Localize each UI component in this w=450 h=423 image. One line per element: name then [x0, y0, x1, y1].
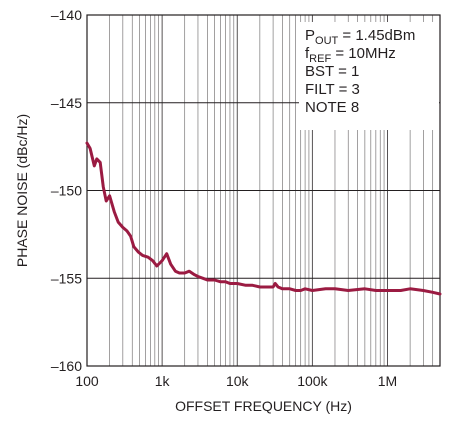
- annotation-line: BST = 1: [305, 63, 359, 80]
- x-tick-label: 10k: [226, 373, 250, 389]
- x-tick-label: 100k: [297, 373, 328, 389]
- y-tick-label: –150: [51, 183, 82, 199]
- y-tick-label: –155: [51, 270, 82, 286]
- y-axis-title: PHASE NOISE (dBc/Hz): [14, 114, 30, 267]
- x-tick-label: 1k: [155, 373, 171, 389]
- x-axis-title: OFFSET FREQUENCY (Hz): [175, 398, 352, 414]
- annotation-line: NOTE 8: [305, 99, 359, 116]
- series-layer: [85, 141, 442, 296]
- x-tick-labels: 100 1k 10k 100k 1M: [75, 373, 397, 389]
- plot-frame: [86, 14, 441, 367]
- series-line: [85, 141, 442, 296]
- annotation-line: fREF = 10MHz: [305, 45, 396, 65]
- y-tick-labels: –160 –155 –150 –145 –140: [51, 7, 82, 374]
- y-tick-label: –140: [51, 7, 82, 23]
- grid: [87, 15, 440, 366]
- annotation-background: [299, 22, 439, 130]
- annotation-line: POUT = 1.45dBm: [305, 27, 415, 47]
- x-tick-label: 100: [75, 373, 99, 389]
- annotation-line: FILT = 3: [305, 81, 360, 98]
- y-tick-label: –145: [51, 95, 82, 111]
- y-tick-label: –160: [51, 358, 82, 374]
- x-tick-label: 1M: [378, 373, 397, 389]
